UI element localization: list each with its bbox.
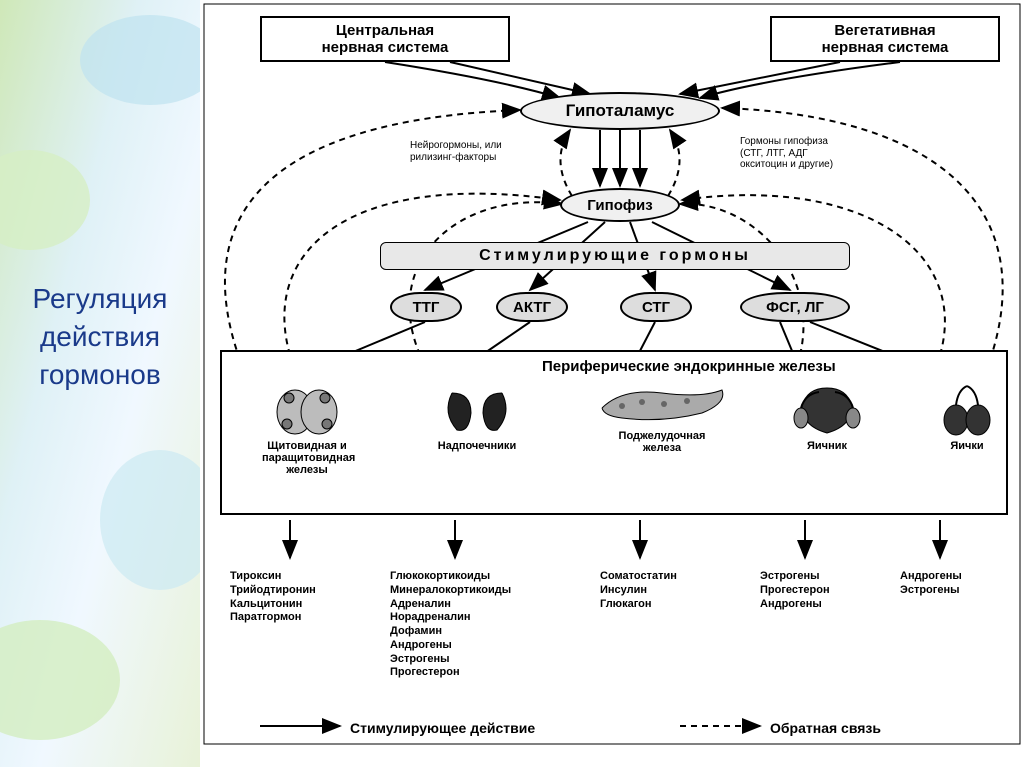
pancreas-icon (592, 378, 732, 428)
page-title: Регуляция действия гормонов (10, 280, 190, 393)
thyroid-icon (267, 378, 347, 438)
testes-icon (932, 378, 1002, 438)
gland-box: Периферические эндокринные железы Щитови… (220, 350, 1008, 515)
organ-pancreas: Поджелудочная железа (592, 378, 732, 454)
hormones-ovary: Эстрогены Прогестерон Андрогены (760, 570, 830, 611)
label: Центральная нервная система (322, 22, 449, 56)
label: Обратная связь (770, 720, 881, 736)
organ-adrenals: Надпочечники (432, 378, 522, 452)
hormones-adrenals: Глюкокортикоиды Минералокортикоиды Адрен… (390, 570, 511, 680)
node-hypothalamus: Гипоталамус (520, 92, 720, 130)
label: Яичник (782, 440, 872, 452)
label: Стимулирующее действие (350, 720, 535, 736)
legend-feedback: Обратная связь (770, 720, 881, 736)
stim-banner: Стимулирующие гормоны (380, 242, 850, 270)
label: Надпочечники (432, 440, 522, 452)
label: Вегетативная нервная система (822, 22, 949, 56)
label: Поджелудочная железа (592, 430, 732, 454)
box-ans: Вегетативная нервная система (770, 16, 1000, 62)
organ-thyroid: Щитовидная и паращитовидная железы (262, 378, 352, 476)
note-pituitary-hormones: Гормоны гипофиза (СТГ, ЛТГ, АДГ окситоци… (740, 136, 833, 171)
hormones-testes: Андрогены Эстрогены (900, 570, 962, 598)
label: Яички (922, 440, 1012, 452)
label: Гипофиз (587, 197, 652, 214)
tropic-fsg-lg: ФСГ, ЛГ (740, 292, 850, 322)
note-releasing-factors: Нейрогормоны, или рилизинг-факторы (410, 140, 502, 163)
gland-box-title: Периферические эндокринные железы (542, 358, 836, 375)
tropic-aktg: АКТГ (496, 292, 568, 322)
diagram-area: Центральная нервная система Вегетативная… (200, 0, 1024, 767)
hormones-pancreas: Соматостатин Инсулин Глюкагон (600, 570, 677, 611)
label: Гипоталамус (566, 101, 675, 121)
organ-testes: Яички (922, 378, 1012, 452)
box-cns: Центральная нервная система (260, 16, 510, 62)
node-pituitary: Гипофиз (560, 188, 680, 222)
tropic-ttg: ТТГ (390, 292, 462, 322)
label: Щитовидная и паращитовидная железы (262, 440, 352, 476)
ovary-icon (787, 378, 867, 438)
tropic-stg: СТГ (620, 292, 692, 322)
adrenals-icon (437, 378, 517, 438)
legend-stimulating: Стимулирующее действие (350, 720, 535, 736)
hormones-thyroid: Тироксин Трийодтиронин Кальцитонин Парат… (230, 570, 316, 625)
organ-ovary: Яичник (782, 378, 872, 452)
